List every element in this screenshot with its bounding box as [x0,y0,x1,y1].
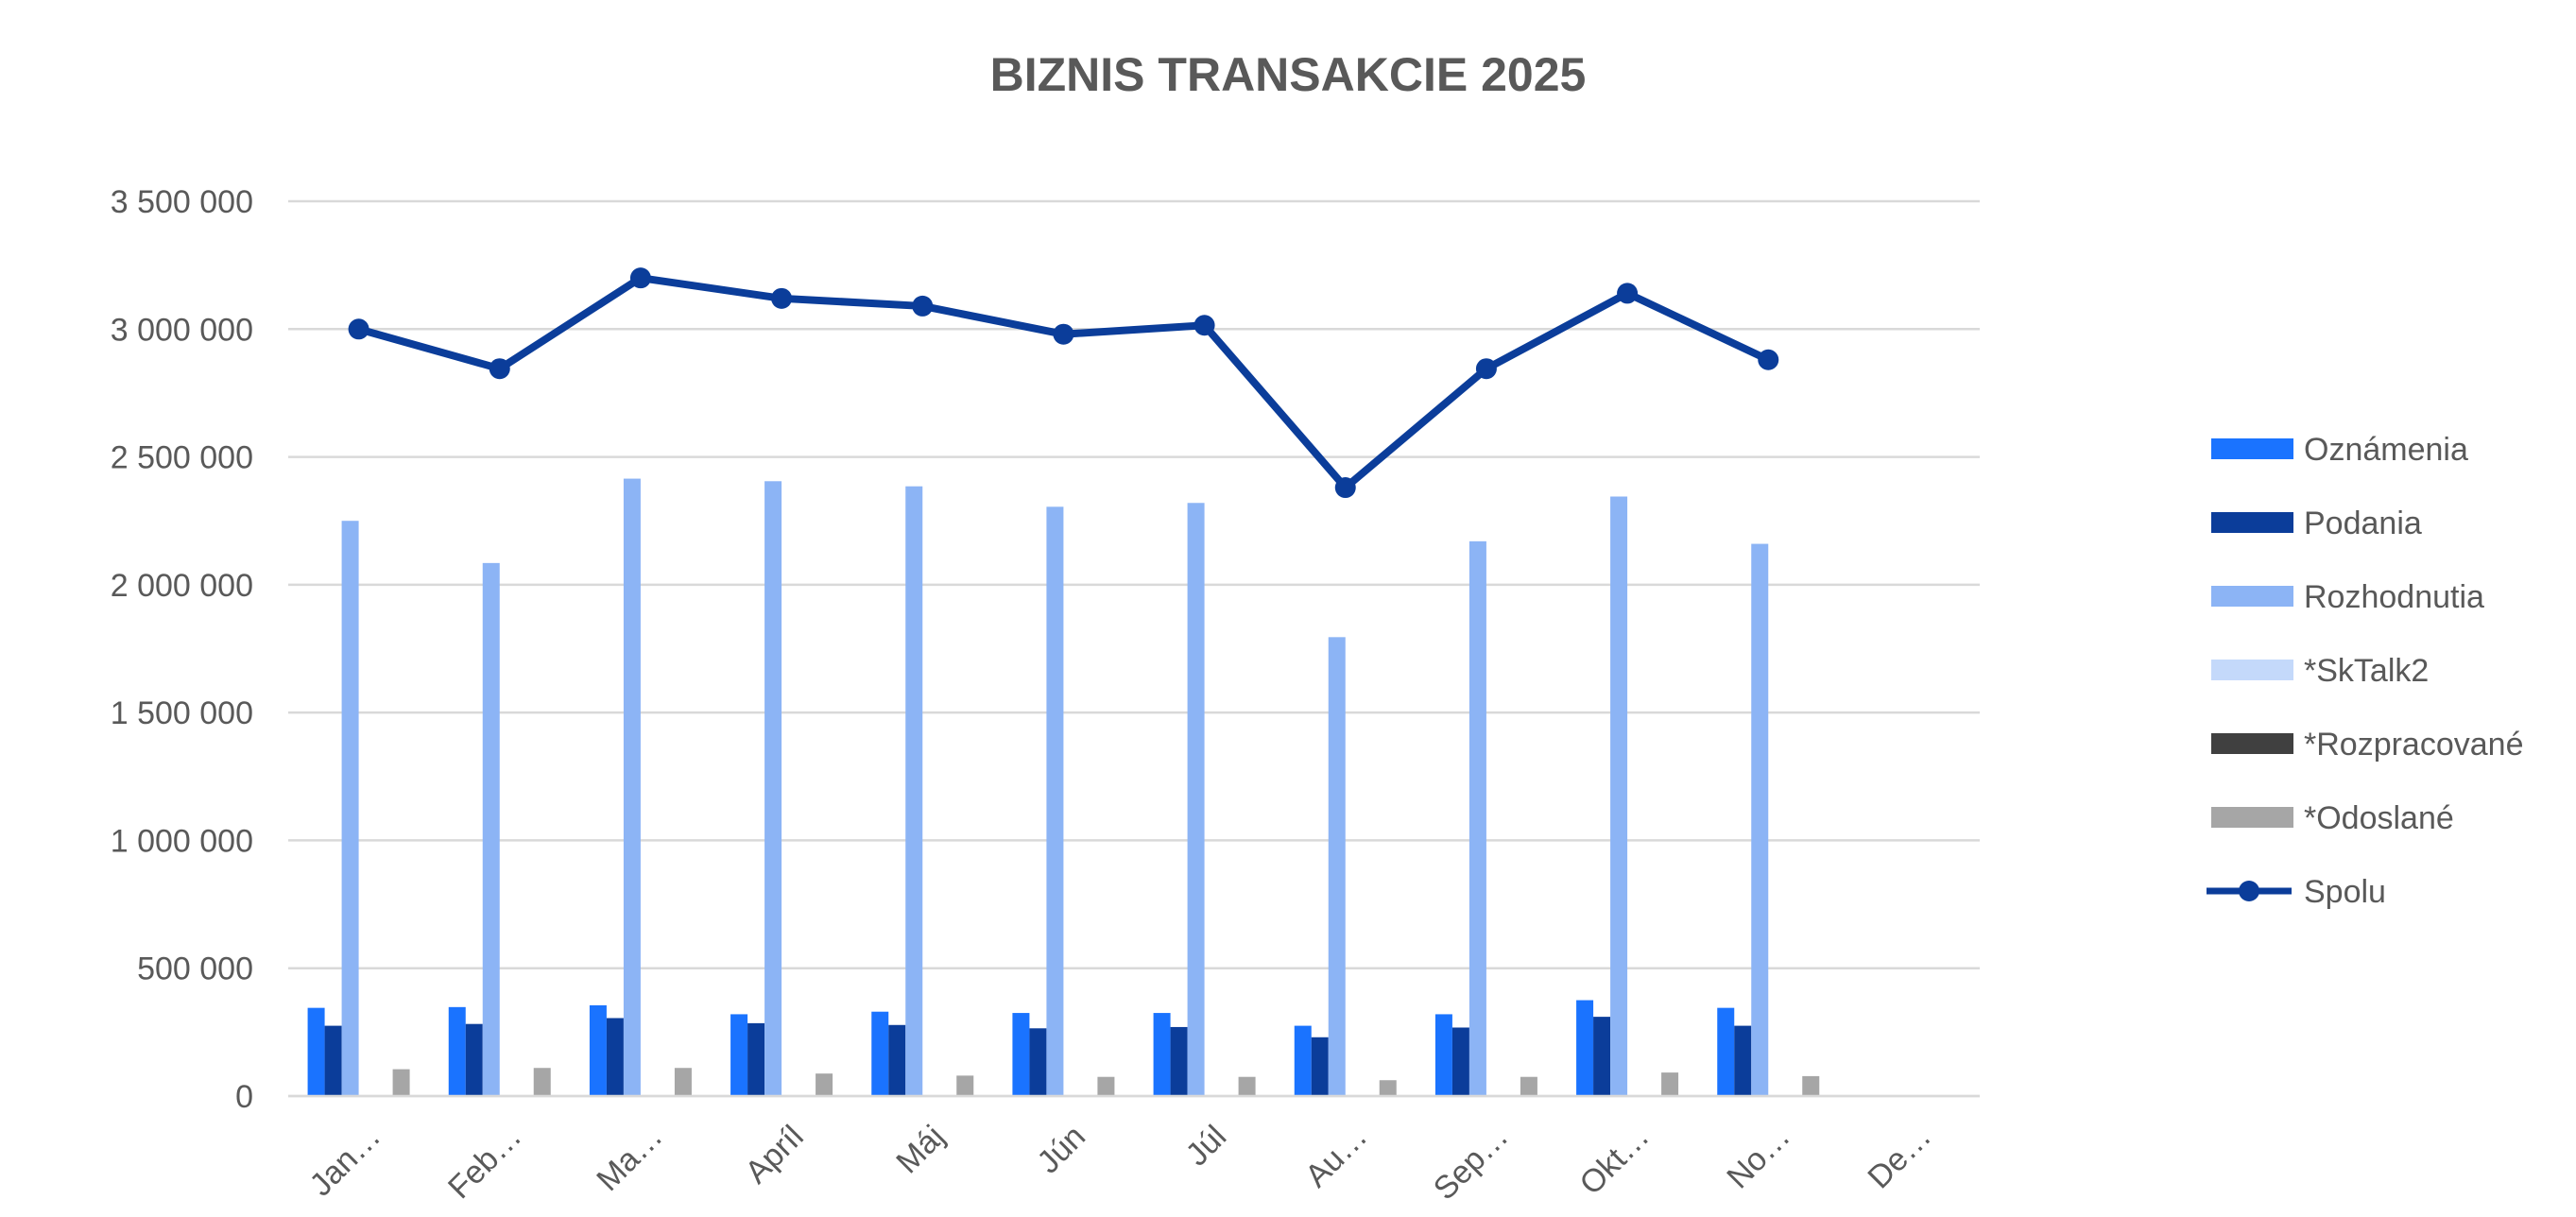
bar-podania [1311,1037,1329,1096]
x-axis-ticks: Jan… Feb… Ma… Apríl Máj Jún Júl Au… Sep… Okt… No… D… [288,1094,1980,1208]
bar-odoslane [392,1069,410,1096]
line-layer [348,267,1779,499]
bar-rozhodnutia [1468,540,1486,1096]
legend-swatch-podania [2211,512,2293,533]
y-tick-label: 3 500 000 [111,184,253,220]
x-tick-label: Júl [1179,1119,1234,1174]
legend-label-sktalk2: *SkTalk2 [2304,653,2429,689]
bar-rozhodnutia [1610,496,1628,1096]
bar-podania [747,1022,765,1096]
point-spolu [1053,323,1074,345]
bar-podania [1593,1017,1611,1096]
x-tick-label: Au… [1298,1119,1374,1194]
bar-rozhodnutia [1187,503,1205,1096]
point-spolu [1475,358,1497,380]
x-tick-label: Jún [1030,1119,1092,1181]
bar-rozhodnutia [905,486,923,1096]
bar-odoslane [1520,1076,1537,1096]
legend-swatch-rozpracovane [2211,733,2293,754]
bar-odoslane [533,1068,551,1096]
x-tick-label: Sep… [1427,1119,1516,1208]
bar-rozhodnutia [482,562,500,1096]
bar-oznamenia [1576,1000,1594,1096]
point-spolu [1617,283,1639,304]
bar-podania [1451,1027,1469,1096]
bar-odoslane [1238,1076,1256,1096]
point-spolu [771,287,793,309]
bar-rozhodnutia [1046,506,1064,1096]
x-tick-label: No… [1720,1119,1797,1196]
x-tick-label: Ma… [590,1119,669,1198]
bar-oznamenia [1434,1014,1452,1096]
bar-oznamenia [589,1004,607,1096]
x-tick-label: Máj [889,1119,952,1181]
bar-oznamenia [307,1007,325,1096]
bar-podania [324,1025,342,1096]
bar-oznamenia [1294,1025,1312,1096]
legend-label-podania: Podania [2304,506,2422,541]
legend-swatch-sktalk2 [2211,660,2293,680]
y-tick-label: 1 500 000 [111,695,253,731]
bar-podania [465,1023,483,1096]
x-tick-label: Feb… [441,1119,528,1206]
point-spolu [1334,477,1356,499]
bar-rozhodnutia [341,521,359,1096]
y-tick-label: 1 000 000 [111,823,253,859]
bar-podania [606,1018,624,1096]
legend-label-spolu: Spolu [2304,874,2386,910]
bar-odoslane [816,1073,833,1096]
bar-layer [307,478,1820,1096]
x-tick-label: Jan… [303,1119,388,1204]
bar-podania [1170,1026,1188,1096]
y-tick-label: 2 000 000 [111,568,253,604]
legend-marker-spolu [2239,881,2259,901]
bar-odoslane [674,1068,692,1096]
bar-rozhodnutia [623,478,641,1096]
x-tick-label: Apríl [738,1119,810,1191]
y-axis-ticks: 0 500 000 1 000 000 1 500 000 2 000 000 2 500… [111,184,253,1115]
legend-swatch-oznamenia [2211,438,2293,459]
bar-rozhodnutia [1328,637,1346,1096]
y-tick-label: 500 000 [137,951,253,987]
legend-swatch-odoslane [2211,807,2293,828]
legend-label-oznamenia: Oznámenia [2304,432,2468,468]
legend-swatch-rozhodnutia [2211,586,2293,607]
legend: Oznámenia Podania Rozhodnutia *SkTalk2 *Rozp… [2207,432,2523,910]
point-spolu [348,318,369,340]
legend-label-rozpracovane: *Rozpracované [2304,727,2523,763]
bar-rozhodnutia [764,481,782,1096]
bar-podania [888,1024,906,1096]
legend-label-odoslane: *Odoslané [2304,800,2454,836]
bar-podania [1029,1028,1047,1096]
point-spolu [912,295,934,317]
bar-odoslane [1379,1080,1397,1096]
bar-oznamenia [1153,1013,1171,1096]
bar-podania [1734,1025,1752,1096]
y-tick-label: 3 000 000 [111,312,253,348]
bar-rozhodnutia [1751,543,1769,1096]
bar-oznamenia [730,1014,748,1096]
bar-odoslane [956,1075,974,1096]
y-tick-label: 0 [235,1079,253,1115]
point-spolu [629,267,651,289]
bar-oznamenia [871,1011,889,1096]
grid-layer [288,199,1980,1098]
chart-title: BIZNIS TRANSAKCIE 2025 [990,48,1587,101]
bar-oznamenia [1012,1013,1030,1096]
bar-odoslane [1097,1076,1115,1096]
bar-odoslane [1661,1072,1679,1096]
bar-odoslane [1802,1075,1820,1096]
x-tick-label: De… [1861,1119,1938,1196]
point-spolu [1758,349,1779,370]
point-spolu [489,358,510,380]
legend-label-rozhodnutia: Rozhodnutia [2304,579,2484,615]
y-tick-label: 2 500 000 [111,440,253,476]
point-spolu [1194,315,1215,336]
x-tick-label: Okt… [1572,1119,1656,1202]
bar-oznamenia [448,1006,466,1096]
bar-oznamenia [1717,1007,1735,1096]
